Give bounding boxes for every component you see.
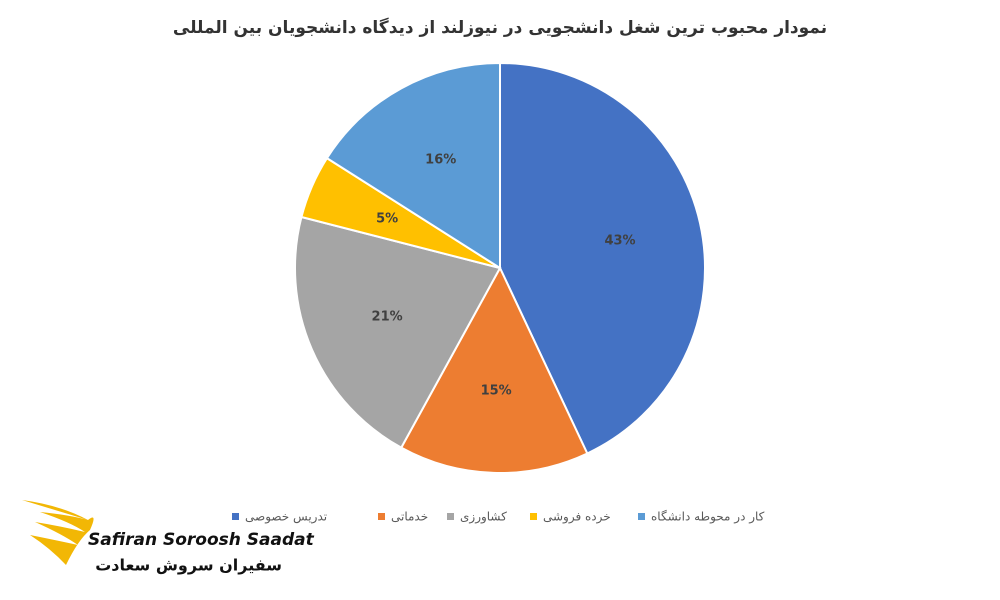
legend-label: خدماتی (391, 510, 428, 524)
legend-label: کار در محوطه دانشگاه (651, 510, 765, 525)
data-label: 5% (376, 212, 398, 227)
logo: Safiran Soroosh Saadat سفیران سروش سعادت (22, 500, 315, 575)
logo-wing (22, 500, 94, 565)
legend-swatch (447, 513, 454, 520)
pie-slice (499, 61, 706, 455)
data-label: 43% (604, 234, 635, 249)
legend-label: خرده فروشی (543, 510, 611, 525)
logo-name-fa: سفیران سروش سعادت (95, 556, 282, 575)
legend-label: کشاورزی (460, 510, 507, 525)
data-label: 21% (372, 309, 403, 324)
pie-slice (325, 61, 501, 270)
legend-swatch (530, 513, 537, 520)
legend-label: تدریس خصوصی (245, 510, 327, 525)
data-label: 15% (481, 383, 512, 398)
legend-swatch (378, 513, 385, 520)
pie-slice (399, 265, 589, 474)
legend-swatch (638, 513, 645, 520)
logo-name-en: Safiran Soroosh Saadat (88, 530, 315, 550)
pie-slice (294, 215, 502, 450)
chart-title: نمودار محبوب ترین شغل دانشجویی در نیوزلن… (173, 17, 827, 38)
legend-swatch (232, 513, 239, 520)
data-label: 16% (425, 153, 456, 168)
